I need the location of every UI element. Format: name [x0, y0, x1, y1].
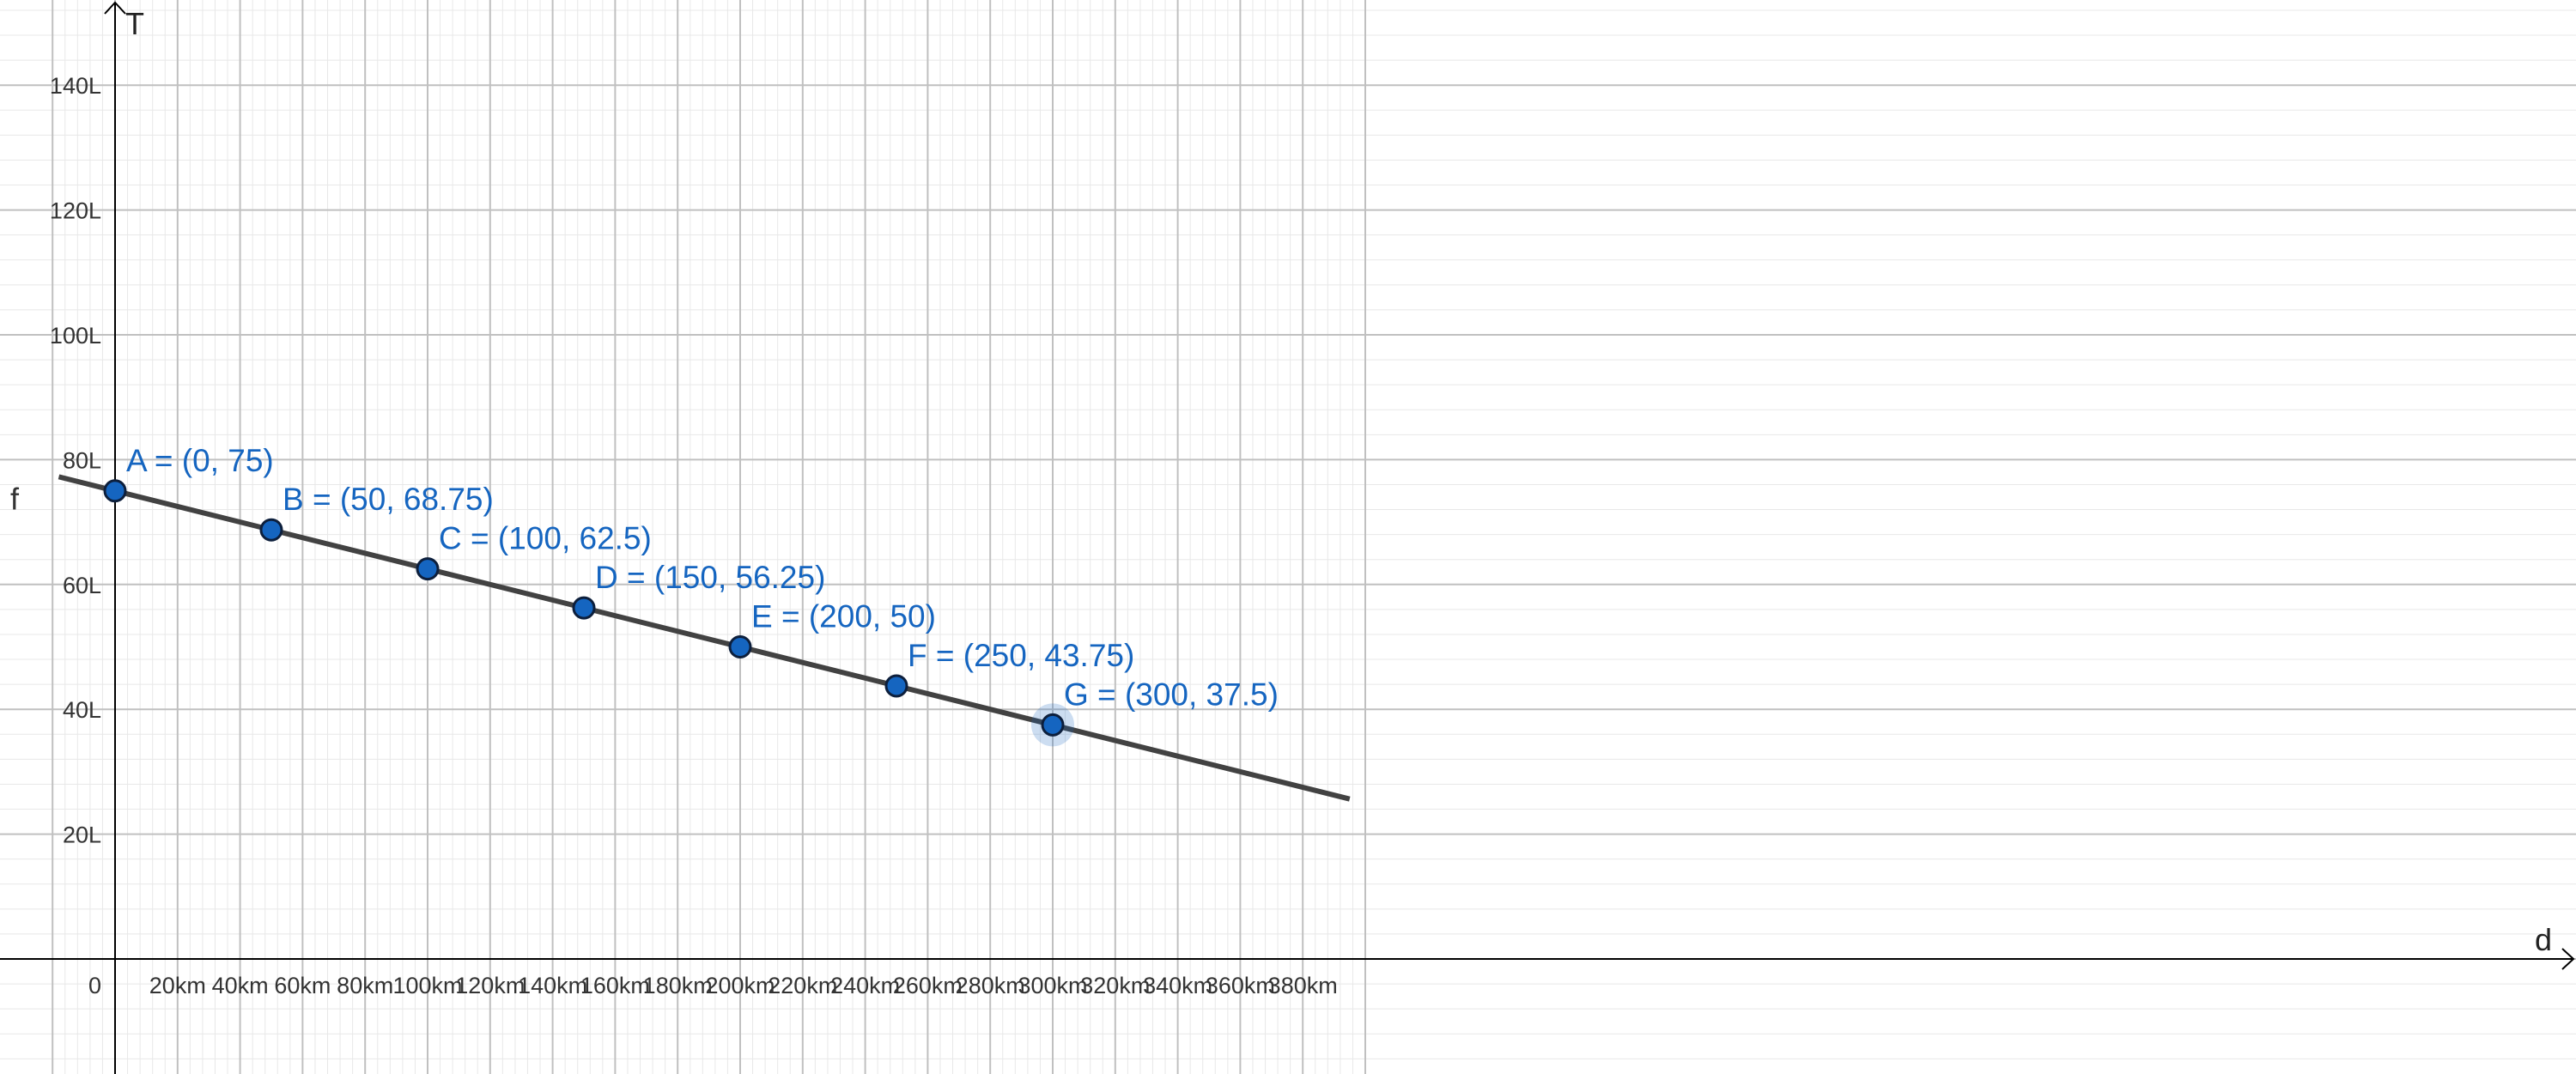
y-tick-label: 60L: [63, 573, 101, 598]
x-tick-label: 20km: [149, 973, 206, 998]
x-tick-label: 140km: [518, 973, 587, 998]
y-tick-label: 140L: [50, 73, 101, 99]
origin-label: 0: [88, 973, 101, 998]
points[interactable]: A = (0, 75) B = (50, 68.75) C = (100, 62.5…: [103, 443, 1279, 747]
x-tick-label: 180km: [643, 973, 713, 998]
y-axis-arrow: [104, 1, 126, 15]
point-label-B: B = (50, 68.75): [283, 482, 494, 517]
x-axis-arrow: [2561, 948, 2575, 970]
point-label-D: D = (150, 56.25): [595, 560, 825, 595]
point-B[interactable]: [259, 518, 283, 542]
x-tick-label: 240km: [830, 973, 900, 998]
point-F[interactable]: [884, 674, 908, 698]
x-tick-label: 40km: [212, 973, 269, 998]
y-tick-label: 20L: [63, 822, 101, 848]
x-tick-label: 320km: [1080, 973, 1150, 998]
y-axis-label: T: [125, 6, 144, 41]
x-axis-label: d: [2535, 922, 2552, 957]
y-tick-label: 120L: [50, 198, 101, 224]
x-tick-label: 80km: [337, 973, 393, 998]
x-tick-label: 220km: [768, 973, 837, 998]
x-tick-label: 200km: [705, 973, 775, 998]
x-tick-label: 280km: [956, 973, 1025, 998]
point-G[interactable]: [1041, 713, 1065, 737]
point-A[interactable]: [103, 479, 127, 503]
x-tick-label: 300km: [1018, 973, 1087, 998]
x-tick-label: 160km: [580, 973, 650, 998]
point-label-F: F = (250, 43.75): [908, 638, 1134, 673]
point-label-G: G = (300, 37.5): [1064, 677, 1279, 712]
point-label-A: A = (0, 75): [126, 443, 274, 478]
tick-labels: 20km 40km 60km 80km 100km120km140km160km180k…: [50, 73, 1338, 998]
function-f-label: f: [10, 481, 20, 516]
point-label-C: C = (100, 62.5): [439, 521, 652, 556]
x-tick-label: 260km: [893, 973, 963, 998]
point-E[interactable]: [728, 635, 752, 658]
point-label-E: E = (200, 50): [751, 599, 936, 634]
x-tick-label: 120km: [455, 973, 525, 998]
x-tick-label: 60km: [274, 973, 331, 998]
x-tick-label: 340km: [1143, 973, 1212, 998]
x-tick-label: 100km: [392, 973, 462, 998]
point-D[interactable]: [572, 596, 596, 620]
point-C[interactable]: [416, 557, 440, 581]
function-line[interactable]: f: [10, 474, 1351, 802]
x-tick-label: 380km: [1268, 973, 1338, 998]
y-tick-label: 100L: [50, 323, 101, 349]
x-tick-label: 360km: [1206, 973, 1275, 998]
y-tick-label: 80L: [63, 447, 101, 473]
y-tick-label: 40L: [63, 697, 101, 723]
